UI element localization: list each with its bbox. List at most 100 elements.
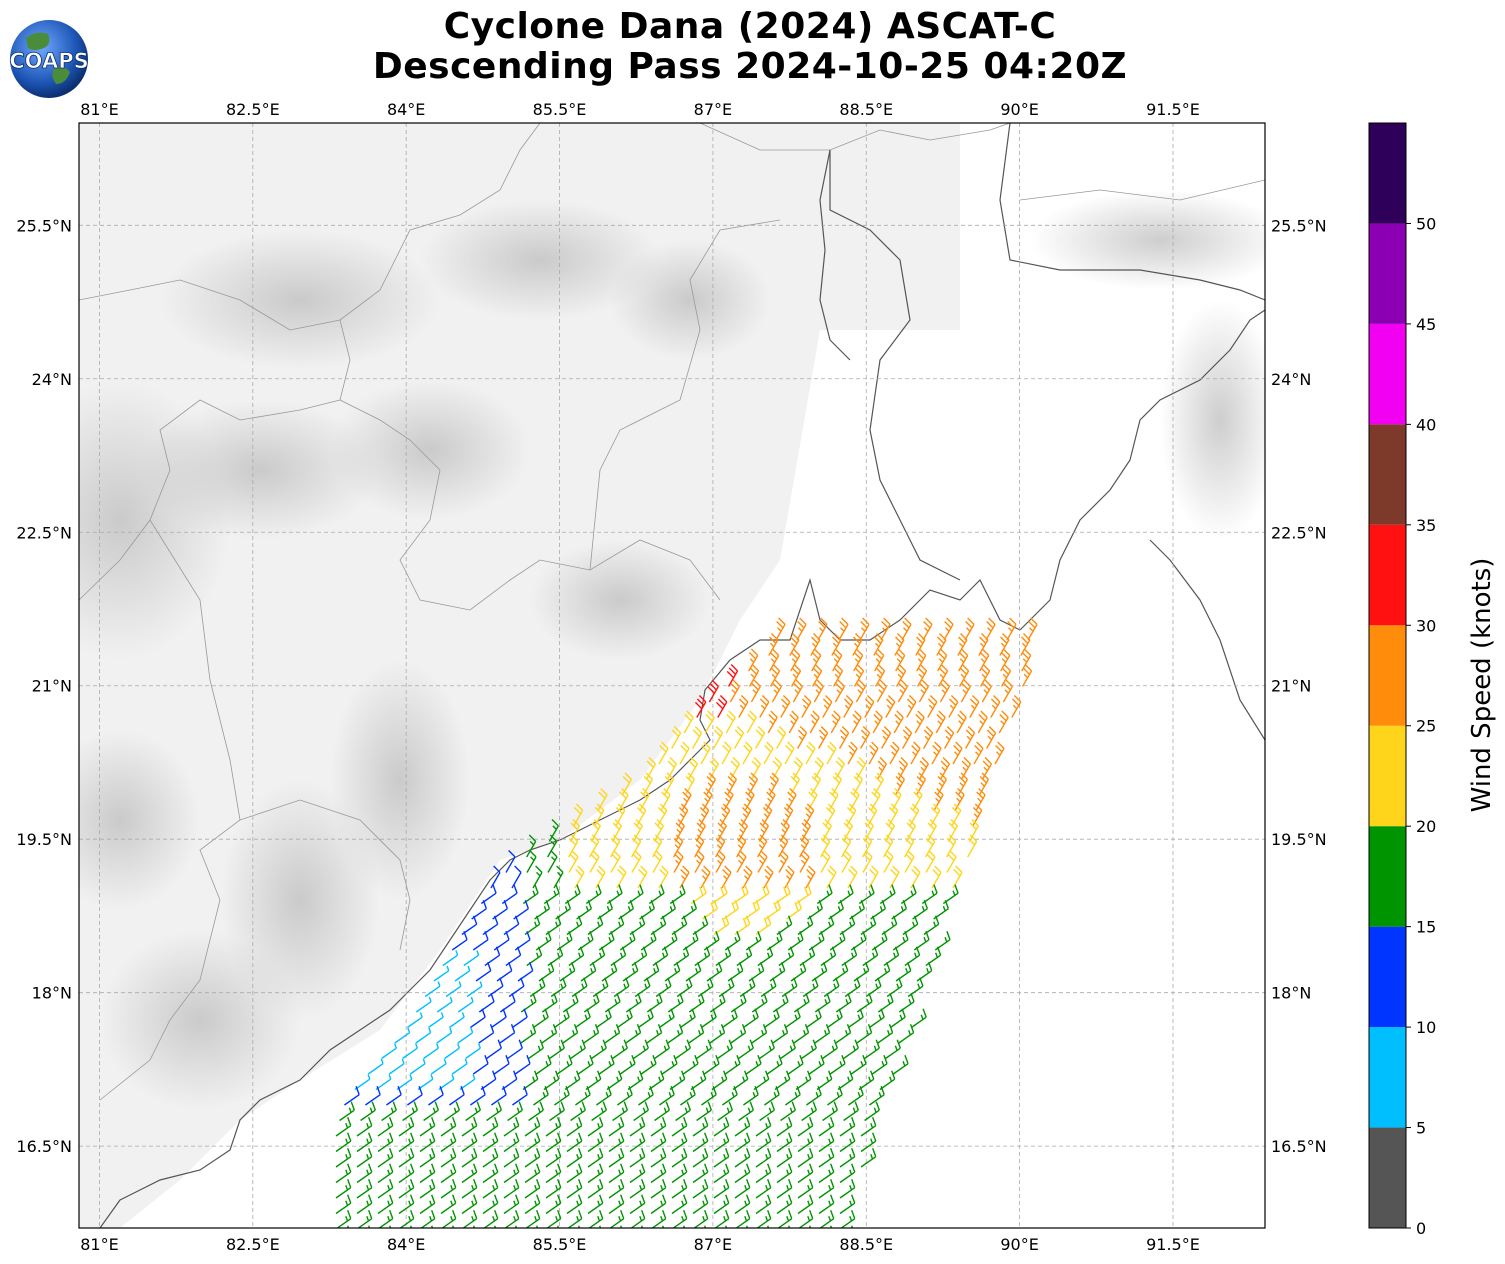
wind-barb xyxy=(807,788,818,811)
wind-barb xyxy=(843,695,854,718)
wind-barb xyxy=(839,1132,856,1153)
wind-barb xyxy=(856,1023,873,1044)
wind-barb xyxy=(978,633,989,656)
wind-barb xyxy=(587,1178,604,1199)
wind-barb xyxy=(529,977,546,998)
wind-barb xyxy=(998,710,1009,734)
wind-barb xyxy=(615,803,626,827)
wind-barb xyxy=(566,1194,583,1215)
wind-barb xyxy=(356,1163,373,1184)
wind-barb xyxy=(638,1008,654,1029)
wind-barb xyxy=(704,1225,707,1228)
wind-barb xyxy=(818,1132,835,1153)
wind-barb xyxy=(567,1209,583,1228)
wind-barb xyxy=(823,977,840,998)
wind-barb xyxy=(671,1147,688,1168)
gridlines xyxy=(79,123,1265,1228)
wind-barb xyxy=(617,1008,633,1029)
wind-barb xyxy=(734,1147,751,1168)
wind-barb xyxy=(918,679,929,703)
wind-barb xyxy=(533,1008,549,1029)
wind-barb xyxy=(931,741,942,765)
wind-barb xyxy=(960,679,971,703)
wind-barb xyxy=(820,850,831,873)
wind-barb xyxy=(848,1008,864,1029)
wind-barb xyxy=(734,1116,751,1137)
wind-barb xyxy=(859,726,871,749)
wind-barb xyxy=(717,1039,733,1060)
wind-barb xyxy=(776,1178,793,1199)
wind-barb xyxy=(335,1194,352,1215)
wind-barb xyxy=(895,961,912,982)
wind-barb xyxy=(388,1058,405,1075)
wind-barb xyxy=(735,1209,751,1228)
wind-barb xyxy=(652,946,669,967)
wind-barb xyxy=(533,1085,549,1106)
wind-barb xyxy=(608,1147,625,1168)
wind-barb xyxy=(811,664,823,687)
wind-barb xyxy=(855,757,867,780)
wind-barb xyxy=(671,1178,688,1199)
wind-barb xyxy=(795,1070,812,1091)
wind-barb xyxy=(926,819,937,842)
wind-barb xyxy=(611,819,622,842)
wind-barb xyxy=(732,1070,749,1091)
wind-barb xyxy=(713,1147,730,1168)
wind-barb xyxy=(1011,695,1022,718)
wind-barb xyxy=(631,850,642,873)
wind-barb xyxy=(618,788,629,811)
lon-tick-label-bottom: 81°E xyxy=(80,1235,118,1254)
wind-barb xyxy=(723,788,734,811)
wind-barb xyxy=(478,992,495,1013)
wind-barb xyxy=(409,1058,426,1075)
wind-barb xyxy=(587,1163,604,1184)
wind-barb xyxy=(930,803,941,827)
wind-barb xyxy=(704,710,715,734)
wind-barb xyxy=(545,1178,562,1199)
wind-barb xyxy=(776,1132,793,1153)
wind-barb xyxy=(461,1178,478,1199)
wind-barb xyxy=(515,1225,518,1228)
wind-barb xyxy=(967,834,978,858)
wind-barb xyxy=(683,1225,686,1228)
wind-barb xyxy=(809,710,820,734)
lon-tick-label-bottom: 91.5°E xyxy=(1146,1235,1200,1254)
wind-barb xyxy=(877,992,894,1013)
wind-barb xyxy=(981,757,993,780)
wind-barb xyxy=(608,1132,625,1153)
wind-barb xyxy=(713,1132,730,1153)
wind-barb xyxy=(547,946,564,967)
wind-barb xyxy=(869,1085,885,1106)
wind-barb xyxy=(714,1209,730,1228)
wind-barb xyxy=(666,757,678,780)
wind-barb xyxy=(787,1054,804,1075)
wind-barb xyxy=(755,1194,772,1215)
wind-barb xyxy=(599,1225,602,1228)
wind-barb xyxy=(407,1012,423,1029)
wind-barb xyxy=(718,977,735,998)
wind-barb xyxy=(682,1054,699,1075)
colorbar-tick-label: 45 xyxy=(1416,315,1436,334)
wind-barb xyxy=(344,1085,360,1106)
wind-barb xyxy=(629,1147,646,1168)
wind-barb xyxy=(596,1008,612,1029)
wind-barb xyxy=(377,1116,394,1137)
wind-barb xyxy=(871,1054,888,1075)
wind-barb xyxy=(840,1209,856,1228)
wind-barb xyxy=(671,1132,688,1153)
wind-barb xyxy=(964,617,975,641)
wind-barb xyxy=(466,981,483,998)
wind-barb xyxy=(826,741,837,765)
wind-barb xyxy=(694,946,711,967)
wind-barb xyxy=(441,1209,457,1228)
wind-barb xyxy=(440,1147,457,1168)
wind-barb xyxy=(888,803,899,827)
wind-barb xyxy=(741,803,752,827)
wind-barb xyxy=(701,1085,717,1106)
wind-barb xyxy=(451,930,468,951)
wind-barb xyxy=(377,1178,394,1199)
wind-barb xyxy=(646,1023,663,1044)
wind-barb xyxy=(946,850,957,873)
wind-barb xyxy=(868,741,879,765)
wind-barb xyxy=(587,1132,604,1153)
